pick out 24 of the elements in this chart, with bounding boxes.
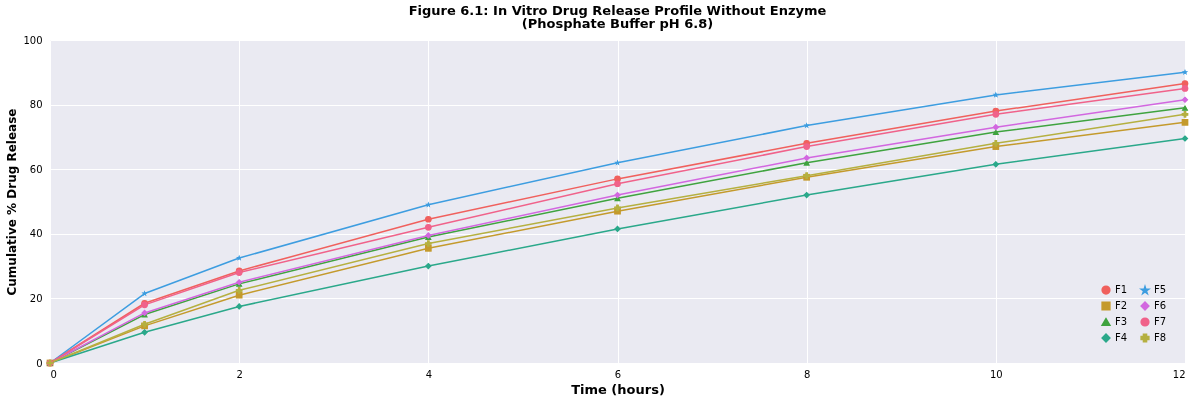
y-tick-label: 20 — [29, 292, 43, 304]
legend-label: F6 — [1154, 300, 1167, 311]
legend-label: F2 — [1115, 300, 1128, 311]
legend-label: F7 — [1154, 316, 1167, 327]
legend-label: F3 — [1115, 316, 1128, 327]
x-tick-label: 0 — [50, 368, 57, 380]
y-tick-label: 100 — [23, 34, 43, 46]
legend-label: F1 — [1115, 284, 1128, 296]
y-tick-label: 0 — [36, 357, 43, 369]
legend-label: F4 — [1115, 332, 1128, 343]
y-tick-label: 40 — [29, 228, 43, 240]
y-axis-title: Cumulative % Drug Release — [5, 108, 20, 296]
x-axis-title: Time (hours) — [571, 381, 665, 397]
y-tick-label: 60 — [29, 163, 43, 175]
x-tick-label: 8 — [803, 368, 811, 380]
x-tick-label: 6 — [614, 368, 622, 380]
chart-title: Figure 6.1: In Vitro Drug Release Profile Without Enzyme — [408, 3, 827, 18]
legend-label: F5 — [1154, 284, 1167, 296]
x-tick-label: 12 — [1172, 368, 1186, 380]
x-tick-label: 10 — [989, 368, 1003, 380]
x-tick-label: 4 — [425, 368, 433, 380]
x-tick-label: 2 — [236, 368, 243, 380]
y-tick-label: 80 — [29, 99, 43, 111]
legend-label: F8 — [1154, 332, 1167, 343]
